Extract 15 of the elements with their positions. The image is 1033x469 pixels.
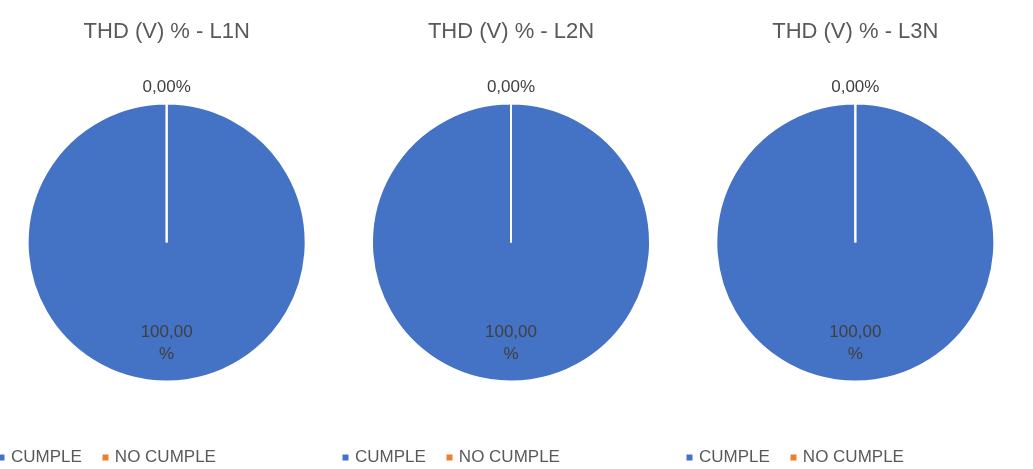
legend-label: NO CUMPLE — [458, 447, 560, 467]
legend-label: CUMPLE — [355, 447, 426, 467]
legend-label: NO CUMPLE — [802, 447, 904, 467]
chart-title: THD (V) % - L1N — [83, 18, 250, 43]
data-label: 100,00% — [485, 321, 537, 364]
data-label: 100,00% — [829, 321, 882, 364]
text: 0,00% — [831, 77, 880, 97]
text: 0,00% — [142, 77, 191, 97]
data-label: 100,00% — [140, 321, 193, 364]
chart-title: THD (V) % - L2N — [427, 18, 595, 43]
legend-label: NO CUMPLE — [114, 447, 216, 467]
legend-label: CUMPLE — [699, 447, 770, 467]
legend-label: CUMPLE — [11, 447, 82, 467]
text: 0,00% — [486, 77, 536, 97]
chart-title: THD (V) % - L3N — [772, 18, 939, 43]
